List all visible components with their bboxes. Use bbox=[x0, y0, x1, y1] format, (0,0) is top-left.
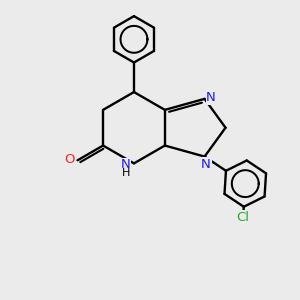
Text: O: O bbox=[64, 153, 74, 166]
Text: N: N bbox=[201, 158, 211, 171]
Text: Cl: Cl bbox=[237, 211, 250, 224]
Text: H: H bbox=[122, 168, 130, 178]
Text: N: N bbox=[121, 158, 130, 171]
Text: N: N bbox=[206, 91, 216, 104]
